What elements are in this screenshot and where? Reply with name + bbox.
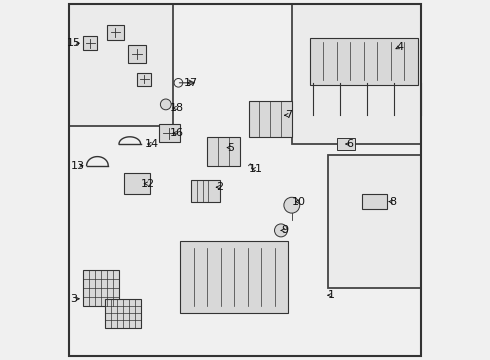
Polygon shape [128,45,146,63]
Polygon shape [248,101,292,137]
Text: 17: 17 [184,78,198,88]
Text: 15: 15 [67,38,81,48]
Polygon shape [83,270,119,306]
Circle shape [284,197,300,213]
Polygon shape [83,36,98,50]
Text: 7: 7 [285,110,292,120]
Text: 18: 18 [170,103,184,113]
Polygon shape [191,180,220,202]
Polygon shape [310,38,418,85]
Text: 12: 12 [141,179,155,189]
Text: 13: 13 [71,161,85,171]
Polygon shape [107,25,123,40]
Text: 5: 5 [227,143,234,153]
Polygon shape [69,4,173,126]
Polygon shape [207,137,240,166]
Circle shape [274,224,288,237]
Polygon shape [159,124,180,142]
Polygon shape [337,138,355,150]
Text: 3: 3 [71,294,77,304]
Text: 14: 14 [145,139,158,149]
Polygon shape [328,155,421,288]
Circle shape [160,99,171,110]
Polygon shape [124,173,149,194]
Text: 9: 9 [281,225,288,235]
Text: 10: 10 [292,197,306,207]
Polygon shape [137,73,151,85]
Text: 2: 2 [216,182,223,192]
Polygon shape [292,4,421,144]
Polygon shape [362,194,387,209]
Text: 11: 11 [249,164,263,174]
Text: 6: 6 [346,139,353,149]
Polygon shape [180,241,288,313]
Text: 8: 8 [389,197,396,207]
Text: 16: 16 [170,128,184,138]
Polygon shape [104,299,141,328]
Text: 1: 1 [328,290,335,300]
Text: 4: 4 [396,42,403,52]
